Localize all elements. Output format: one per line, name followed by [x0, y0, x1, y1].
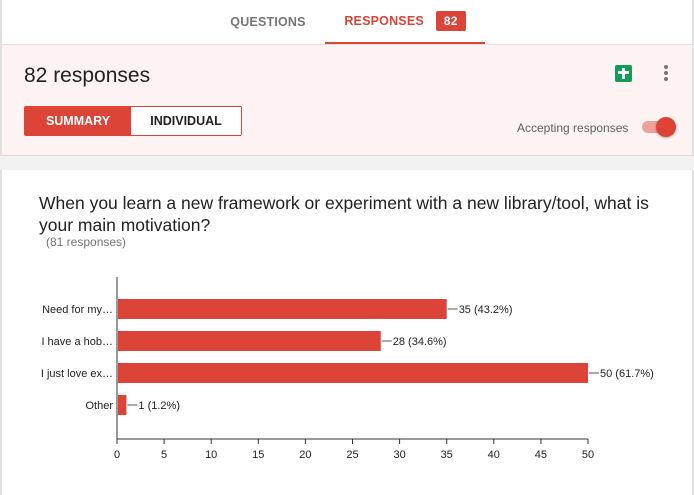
- responses-header: 82 responses SUMMARY INDIVIDUAL Acceptin…: [0, 44, 694, 156]
- bar: [118, 299, 447, 319]
- tab-responses-label: RESPONSES: [344, 14, 424, 28]
- page-title: 82 responses: [24, 64, 151, 87]
- category-label: Need for my…: [42, 304, 113, 316]
- bar: [118, 363, 588, 383]
- x-tick-label: 10: [205, 449, 217, 461]
- x-tick-label: 45: [535, 449, 547, 461]
- bar: [118, 395, 127, 415]
- data-label: 1 (1.2%): [138, 400, 180, 412]
- x-tick-label: 30: [393, 449, 405, 461]
- responses-count-badge: 82: [435, 11, 466, 31]
- question-title: When you learn a new framework or experi…: [39, 193, 649, 235]
- question-response-count: (81 responses): [46, 235, 127, 249]
- summary-button[interactable]: SUMMARY: [25, 107, 131, 135]
- category-label: I just love ex…: [41, 368, 113, 380]
- individual-button[interactable]: INDIVIDUAL: [131, 107, 241, 135]
- accepting-responses-label: Accepting responses: [517, 121, 629, 135]
- data-label: 50 (61.7%): [600, 368, 654, 380]
- category-label: Other: [85, 400, 113, 412]
- accepting-responses-toggle[interactable]: [640, 117, 676, 137]
- view-switcher: SUMMARY INDIVIDUAL: [24, 106, 242, 136]
- x-tick-label: 5: [161, 449, 167, 461]
- data-label: 35 (43.2%): [459, 304, 513, 316]
- x-tick-label: 40: [488, 449, 500, 461]
- tab-responses[interactable]: RESPONSES 82: [325, 0, 485, 44]
- sheets-icon[interactable]: [615, 65, 632, 82]
- bar: [118, 331, 381, 351]
- x-tick-label: 50: [582, 449, 594, 461]
- tab-questions-label: QUESTIONS: [230, 15, 306, 29]
- tab-bar: QUESTIONS RESPONSES 82: [0, 0, 694, 44]
- tab-questions[interactable]: QUESTIONS: [212, 0, 324, 44]
- x-tick-label: 25: [346, 449, 358, 461]
- x-tick-label: 0: [114, 449, 120, 461]
- category-label: I have a hob…: [41, 336, 113, 348]
- x-tick-label: 15: [252, 449, 264, 461]
- x-tick-label: 35: [441, 449, 453, 461]
- data-label: 28 (34.6%): [393, 336, 447, 348]
- bar-chart: 0 5 10 15 20 25 30 35 40 45 50 Need for my… 35 (43.2…: [41, 277, 654, 461]
- toggle-knob: [656, 117, 676, 137]
- more-vert-icon[interactable]: [659, 62, 673, 84]
- x-tick-label: 20: [299, 449, 311, 461]
